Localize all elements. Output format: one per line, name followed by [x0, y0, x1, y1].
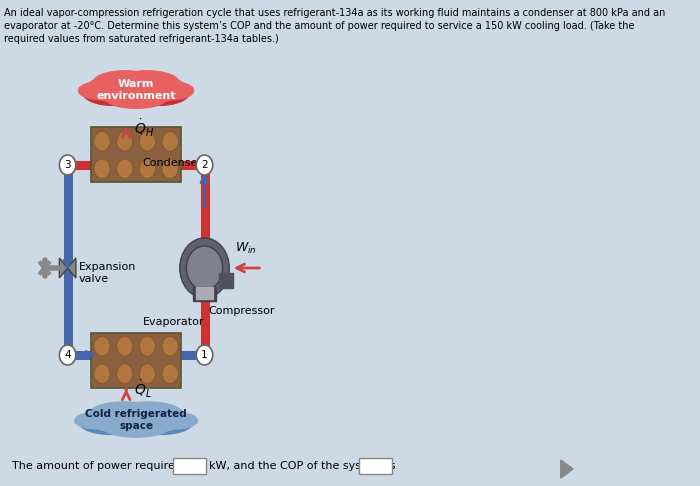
- Circle shape: [94, 364, 110, 383]
- FancyBboxPatch shape: [91, 332, 181, 387]
- Ellipse shape: [83, 80, 142, 105]
- Text: Warm
environment: Warm environment: [97, 79, 176, 101]
- Ellipse shape: [96, 72, 176, 107]
- Circle shape: [60, 345, 76, 365]
- Ellipse shape: [105, 88, 167, 108]
- Text: $\dot{Q}_H$: $\dot{Q}_H$: [134, 118, 155, 139]
- Text: $W_{in}$: $W_{in}$: [235, 241, 257, 256]
- Polygon shape: [561, 460, 573, 478]
- Circle shape: [196, 345, 213, 365]
- Circle shape: [117, 131, 133, 151]
- Circle shape: [162, 131, 178, 151]
- Circle shape: [94, 336, 110, 356]
- Circle shape: [117, 364, 133, 383]
- Text: 3: 3: [64, 160, 71, 170]
- Ellipse shape: [93, 71, 157, 95]
- FancyBboxPatch shape: [91, 127, 181, 183]
- Ellipse shape: [75, 412, 121, 429]
- Text: 1: 1: [201, 350, 208, 360]
- Text: Condenser: Condenser: [143, 158, 203, 168]
- Text: Compressor: Compressor: [209, 306, 275, 316]
- Circle shape: [180, 238, 230, 298]
- Text: 4: 4: [64, 350, 71, 360]
- Text: 2: 2: [201, 160, 208, 170]
- Ellipse shape: [130, 80, 189, 105]
- Ellipse shape: [78, 82, 122, 100]
- Ellipse shape: [93, 403, 179, 436]
- Circle shape: [196, 155, 213, 175]
- Ellipse shape: [87, 72, 186, 104]
- Text: An ideal vapor-compression refrigeration cycle that uses refrigerant-134a as its: An ideal vapor-compression refrigeration…: [4, 8, 666, 44]
- Text: $\dot{Q}_L$: $\dot{Q}_L$: [134, 379, 153, 399]
- Circle shape: [139, 336, 155, 356]
- FancyBboxPatch shape: [196, 287, 213, 299]
- Circle shape: [94, 159, 110, 178]
- Circle shape: [60, 155, 76, 175]
- Circle shape: [162, 336, 178, 356]
- Ellipse shape: [130, 410, 192, 434]
- Text: kW, and the COP of the system is: kW, and the COP of the system is: [209, 461, 396, 471]
- Ellipse shape: [103, 418, 169, 437]
- Ellipse shape: [115, 71, 179, 95]
- Circle shape: [117, 336, 133, 356]
- Text: Evaporator: Evaporator: [143, 317, 204, 327]
- Ellipse shape: [113, 402, 182, 425]
- Circle shape: [186, 246, 223, 290]
- Circle shape: [139, 131, 155, 151]
- FancyBboxPatch shape: [193, 287, 216, 301]
- Polygon shape: [60, 258, 76, 278]
- Circle shape: [162, 159, 178, 178]
- Ellipse shape: [83, 403, 189, 434]
- Circle shape: [94, 131, 110, 151]
- Text: Expansion
valve: Expansion valve: [79, 262, 136, 284]
- Circle shape: [139, 364, 155, 383]
- Text: Cold refrigerated
space: Cold refrigerated space: [85, 409, 187, 431]
- Ellipse shape: [151, 412, 197, 429]
- Ellipse shape: [90, 402, 158, 425]
- Ellipse shape: [79, 410, 143, 434]
- Text: The amount of power required is: The amount of power required is: [13, 461, 195, 471]
- Ellipse shape: [150, 82, 194, 100]
- FancyBboxPatch shape: [173, 458, 206, 474]
- Circle shape: [139, 159, 155, 178]
- Circle shape: [162, 364, 178, 383]
- FancyBboxPatch shape: [218, 273, 233, 288]
- Circle shape: [117, 159, 133, 178]
- FancyBboxPatch shape: [358, 458, 392, 474]
